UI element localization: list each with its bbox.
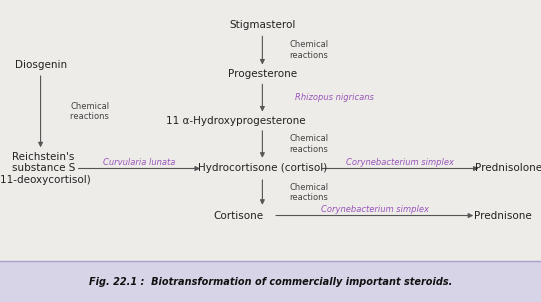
Text: Curvularia lunata: Curvularia lunata bbox=[103, 158, 176, 167]
Text: Prednisolone: Prednisolone bbox=[475, 163, 541, 173]
Text: Chemical
reactions: Chemical reactions bbox=[70, 102, 115, 121]
Text: Diosgenin: Diosgenin bbox=[15, 60, 67, 70]
Text: Reichstein's
substance S
(11-deoxycortisol): Reichstein's substance S (11-deoxycortis… bbox=[0, 152, 91, 185]
Text: Corynebacterium simplex: Corynebacterium simplex bbox=[321, 205, 429, 214]
Text: Prednisone: Prednisone bbox=[474, 210, 532, 220]
Text: Progesterone: Progesterone bbox=[228, 69, 297, 79]
Text: Hydrocortisone (cortisol): Hydrocortisone (cortisol) bbox=[198, 163, 327, 173]
Text: Chemical
reactions: Chemical reactions bbox=[289, 134, 328, 154]
Bar bbox=[0, 261, 541, 302]
Text: Chemical
reactions: Chemical reactions bbox=[289, 183, 328, 202]
Text: Cortisone: Cortisone bbox=[213, 210, 263, 220]
Text: Chemical
reactions: Chemical reactions bbox=[289, 40, 328, 60]
Text: Rhizopus nigricans: Rhizopus nigricans bbox=[295, 93, 374, 102]
Text: 11 α-Hydroxyprogesterone: 11 α-Hydroxyprogesterone bbox=[166, 117, 305, 127]
Text: Corynebacterium simplex: Corynebacterium simplex bbox=[346, 158, 454, 167]
Text: Stigmasterol: Stigmasterol bbox=[229, 20, 295, 30]
Text: Fig. 22.1 :  Biotransformation of commercially important steroids.: Fig. 22.1 : Biotransformation of commerc… bbox=[89, 277, 452, 287]
